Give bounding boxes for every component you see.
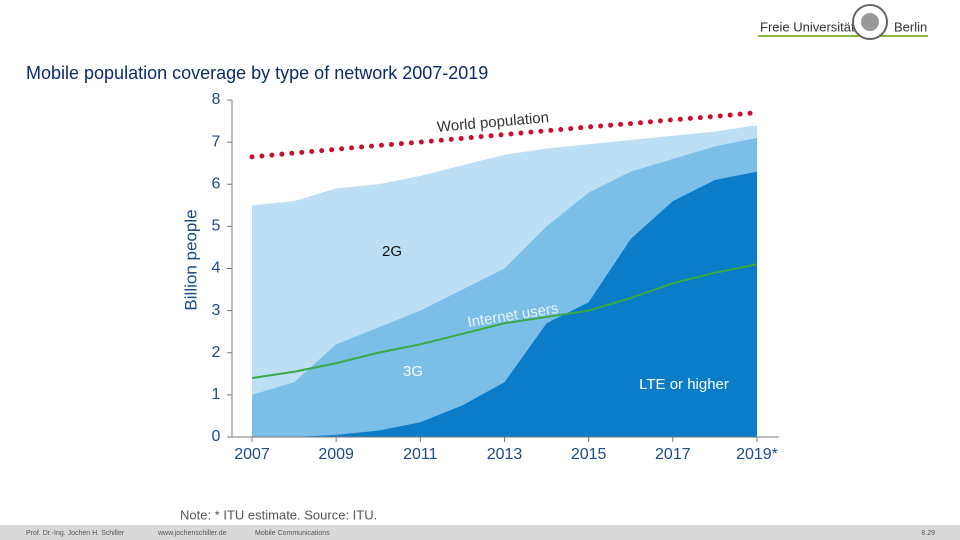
logo-text: Berlin xyxy=(894,19,927,34)
y-axis-label: Billion people xyxy=(181,209,200,310)
area xyxy=(252,171,757,438)
y-tick-label: 7 xyxy=(212,133,221,150)
footer-bar xyxy=(0,525,960,540)
logo-text: Freie Universität xyxy=(760,19,855,34)
plot: 0 1 2 3 4 5 6 7 8 2007 2009 2011 2013 2015 2017 2019* 2G… xyxy=(212,91,779,463)
footer-url: www.jochenschiller.de xyxy=(157,530,227,537)
footer-author: Prof. Dr.-Ing. Jochen H. Schiller xyxy=(26,530,125,537)
x-tick-label: 2017 xyxy=(655,446,691,463)
footer-course: Mobile Communications xyxy=(255,530,330,537)
x-tick-label: 2009 xyxy=(318,446,354,463)
y-tick-label: 8 xyxy=(212,91,221,108)
x-tick-label: 2011 xyxy=(403,446,438,463)
slide-title: Mobile population coverage by type of ne… xyxy=(26,63,488,83)
y-tick-label: 6 xyxy=(212,175,221,192)
note: Note: * ITU estimate. Source: ITU. xyxy=(180,507,377,522)
y-tick-label: 3 xyxy=(212,302,221,319)
y-tick-label: 0 xyxy=(212,428,221,445)
y-tick-label: 2 xyxy=(212,344,221,361)
y-tick-label: 1 xyxy=(212,386,221,403)
logo-seal-inner xyxy=(861,13,879,31)
series-label: 3G xyxy=(403,363,423,380)
line xyxy=(251,263,758,380)
x-tick-label: 2015 xyxy=(571,446,607,463)
line xyxy=(249,110,760,160)
y-tick-label: 5 xyxy=(212,218,221,235)
x-tick-label: 2019* xyxy=(736,446,778,463)
x-tick-label: 2007 xyxy=(234,446,270,463)
y-tick-label: 4 xyxy=(212,260,221,277)
footer-page: 8.29 xyxy=(921,530,935,537)
series-label: LTE or higher xyxy=(639,376,729,393)
x-tick-label: 2013 xyxy=(487,446,523,463)
series-label: 2G xyxy=(382,243,402,260)
